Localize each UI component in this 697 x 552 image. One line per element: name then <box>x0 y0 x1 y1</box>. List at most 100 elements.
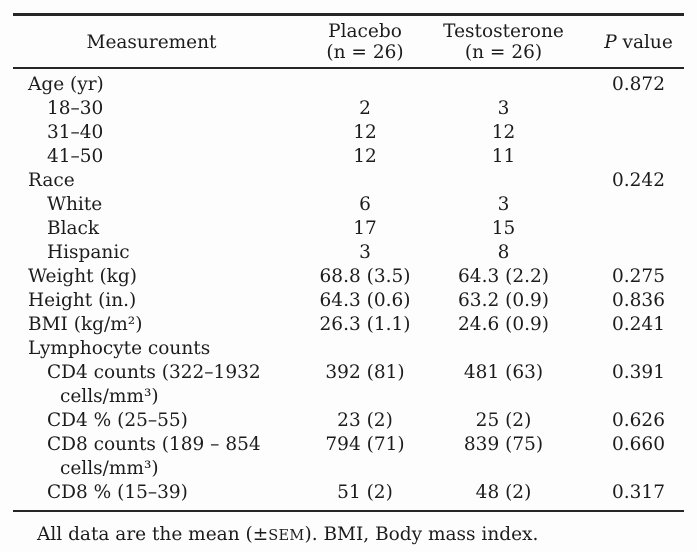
testosterone-value: 25 (2) <box>475 410 532 431</box>
testosterone-value: 63.2 (0.9) <box>458 290 549 311</box>
placebo-value: 392 (81) <box>325 362 405 383</box>
table-row: CD8 counts (189 – 854 cells/mm³) 794 (71… <box>13 433 684 481</box>
testosterone-value: 24.6 (0.9) <box>458 314 549 335</box>
testosterone-header-line1: Testosterone <box>443 21 564 42</box>
p-value: 0.242 <box>612 170 665 191</box>
testosterone-value: 3 <box>497 98 510 119</box>
measurement-cell: Weight (kg) <box>28 266 137 287</box>
placebo-value: 64.3 (0.6) <box>319 290 411 311</box>
p-value: 0.317 <box>612 482 665 503</box>
footnote-text-pre: All data are the mean (± <box>37 524 269 545</box>
placebo-value: 26.3 (1.1) <box>319 314 411 335</box>
measurement-cell: Lymphocyte counts <box>28 338 211 359</box>
table-row: Height (in.) 64.3 (0.6) 63.2 (0.9) 0.836 <box>13 289 684 313</box>
table-row: 18–30 2 3 <box>13 97 684 121</box>
p-value-column-header: P value <box>567 15 684 69</box>
testosterone-value: 48 (2) <box>475 482 532 503</box>
p-value <box>567 193 684 217</box>
table-row: CD4 counts (322–1932 cells/mm³) 392 (81)… <box>13 361 684 409</box>
table-row: 41–50 12 11 <box>13 145 684 169</box>
testosterone-header-line2: (n = 26) <box>464 42 543 63</box>
p-value <box>567 241 684 265</box>
placebo-value: 12 <box>353 146 377 167</box>
p-value: 0.275 <box>612 266 665 287</box>
testosterone-value: 15 <box>491 218 516 239</box>
table-row: Age (yr) 0.872 <box>13 68 684 97</box>
measurement-cell: 31–40 <box>47 122 104 143</box>
measurement-cell: White <box>47 194 103 215</box>
footnote-text-post: ). BMI, Body mass index. <box>304 524 539 545</box>
footnote-smallcaps-sem: SEM <box>268 528 305 544</box>
placebo-value <box>290 169 440 193</box>
placebo-value <box>290 337 440 361</box>
measurement-cell: Hispanic <box>47 242 130 263</box>
testosterone-value <box>440 169 567 193</box>
measurement-cell: Height (in.) <box>28 290 137 311</box>
measurement-cell: CD4 counts (322–1932 cells/mm³) <box>13 361 290 409</box>
p-value <box>567 97 684 121</box>
table-row: CD8 % (15–39) 51 (2) 48 (2) 0.317 <box>13 481 684 511</box>
table-row: Weight (kg) 68.8 (3.5) 64.3 (2.2) 0.275 <box>13 265 684 289</box>
measurement-header-label: Measurement <box>86 31 217 53</box>
p-value <box>567 217 684 241</box>
placebo-header-line2: (n = 26) <box>326 42 404 63</box>
table-row: Black 17 15 <box>13 217 684 241</box>
placebo-value: 12 <box>353 122 377 143</box>
p-value <box>567 121 684 145</box>
placebo-value: 794 (71) <box>325 434 405 455</box>
placebo-value: 2 <box>359 98 371 119</box>
testosterone-value <box>440 68 567 97</box>
placebo-column-header: Placebo (n = 26) <box>290 15 440 69</box>
placebo-value: 6 <box>359 194 371 215</box>
placebo-header-line1: Placebo <box>328 21 402 42</box>
baseline-characteristics-table: Measurement Placebo (n = 26) Testosteron… <box>13 13 684 512</box>
p-value: 0.836 <box>612 290 665 311</box>
testosterone-value: 12 <box>491 122 516 143</box>
table-row: White 6 3 <box>13 193 684 217</box>
measurement-cell: 41–50 <box>47 146 104 167</box>
placebo-value: 68.8 (3.5) <box>319 266 411 287</box>
measurement-cell: CD8 counts (189 – 854 cells/mm³) <box>13 433 290 481</box>
p-value-header-rest: value <box>616 31 673 53</box>
measurement-cell: Race <box>28 170 75 191</box>
p-value: 0.241 <box>612 314 665 335</box>
measurement-column-header: Measurement <box>13 15 290 69</box>
table-footnote: All data are the mean (±SEM). BMI, Body … <box>37 523 697 548</box>
testosterone-value: 11 <box>491 146 516 167</box>
header-row: Measurement Placebo (n = 26) Testosteron… <box>13 15 684 69</box>
measurement-line2: cells/mm³) <box>60 458 159 479</box>
measurement-line2: cells/mm³) <box>60 386 159 407</box>
p-value <box>567 145 684 169</box>
placebo-value: 23 (2) <box>337 410 393 431</box>
table-row: BMI (kg/m²) 26.3 (1.1) 24.6 (0.9) 0.241 <box>13 313 684 337</box>
measurement-cell: CD8 % (15–39) <box>47 482 188 503</box>
placebo-value: 3 <box>359 242 371 263</box>
p-value: 0.872 <box>612 74 665 95</box>
placebo-value <box>290 68 440 97</box>
testosterone-column-header: Testosterone (n = 26) <box>440 15 567 69</box>
p-value: 0.660 <box>612 434 665 455</box>
measurement-cell: Age (yr) <box>28 74 104 95</box>
table-row: CD4 % (25–55) 23 (2) 25 (2) 0.626 <box>13 409 684 433</box>
testosterone-value <box>440 337 567 361</box>
table-row: Hispanic 3 8 <box>13 241 684 265</box>
measurement-line1: CD4 counts (322–1932 <box>47 362 261 383</box>
table-header: Measurement Placebo (n = 26) Testosteron… <box>13 15 684 69</box>
table-body: Age (yr) 0.872 18–30 2 3 31–40 12 12 41–… <box>13 68 684 511</box>
placebo-value: 51 (2) <box>337 482 393 503</box>
testosterone-value: 481 (63) <box>463 362 544 383</box>
measurement-cell: BMI (kg/m²) <box>28 314 143 335</box>
measurement-cell: Black <box>47 218 100 239</box>
measurement-cell: CD4 % (25–55) <box>47 410 188 431</box>
testosterone-value: 3 <box>497 194 510 215</box>
p-value <box>567 337 684 361</box>
table-row: Lymphocyte counts <box>13 337 684 361</box>
testosterone-value: 8 <box>497 242 510 263</box>
measurement-cell: 18–30 <box>47 98 104 119</box>
testosterone-value: 64.3 (2.2) <box>458 266 549 287</box>
table-row: Race 0.242 <box>13 169 684 193</box>
p-value-header-italic: P <box>604 31 617 53</box>
testosterone-value: 839 (75) <box>463 434 544 455</box>
placebo-value: 17 <box>353 218 377 239</box>
